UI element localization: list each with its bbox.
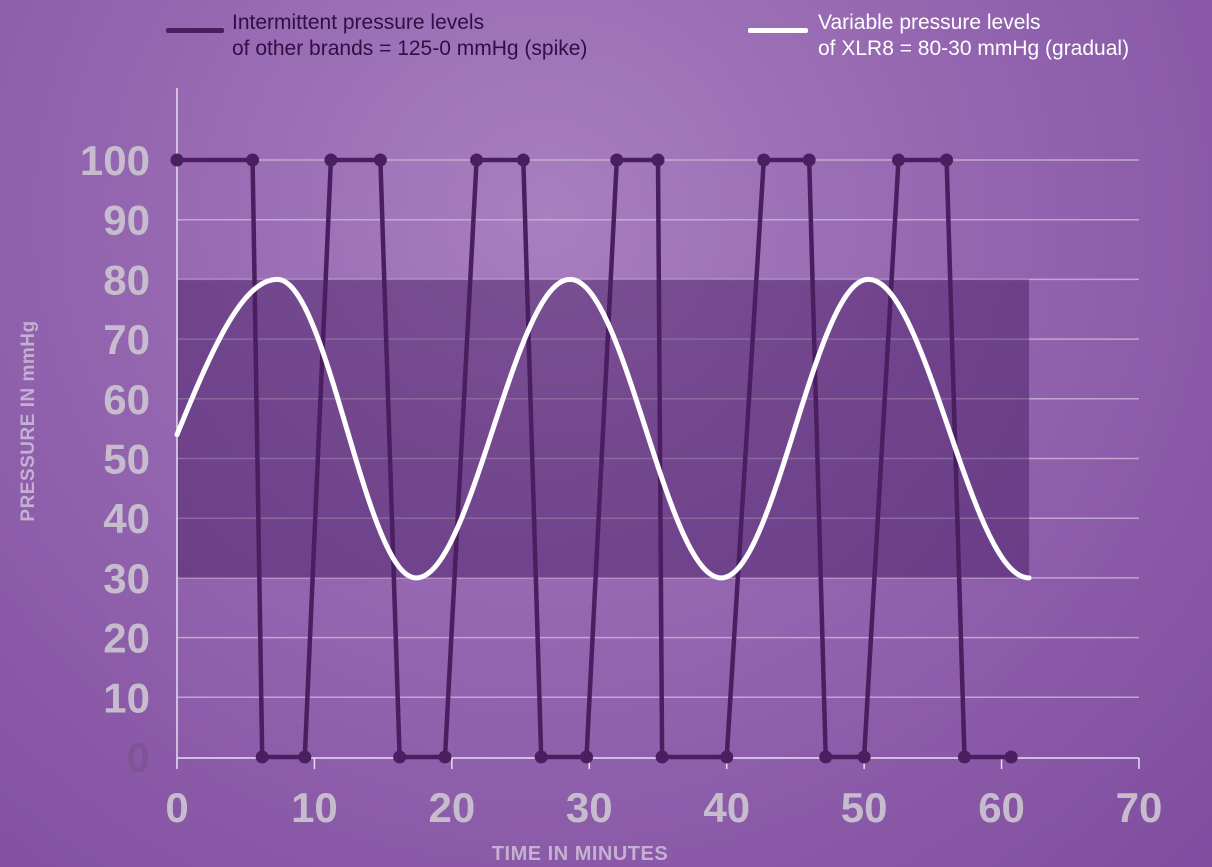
spike-point (819, 750, 833, 764)
spike-point (534, 750, 548, 764)
spike-point (246, 153, 260, 167)
x-tick-label: 20 (428, 784, 475, 831)
y-tick-labels: 0 10 20 30 40 50 60 70 80 90 100 (80, 137, 150, 781)
legend-intermittent-line1: Intermittent pressure levels (232, 11, 485, 34)
spike-point (516, 153, 530, 167)
y-tick-label: 20 (103, 615, 150, 662)
spike-point (324, 153, 338, 167)
x-tick-label: 0 (165, 784, 188, 831)
legend-swatch-variable (748, 28, 808, 33)
spike-point (802, 153, 816, 167)
y-tick-label: 60 (103, 376, 150, 423)
series-variable (174, 276, 1032, 581)
legend-variable-line2: of XLR8 = 80-30 mmHg (gradual) (818, 37, 1130, 60)
spike-point (957, 750, 971, 764)
y-tick-label: 10 (103, 674, 150, 721)
spike-point (651, 153, 665, 167)
spike-point (655, 750, 669, 764)
x-tick-label: 50 (841, 784, 888, 831)
legend-swatch-intermittent (166, 28, 224, 33)
spike-line (177, 157, 1012, 760)
smooth-line (174, 276, 1032, 581)
y-axis-title: PRESSURE IN mmHg (18, 320, 39, 522)
legend-label-intermittent: Intermittent pressure levels of other br… (232, 10, 692, 62)
x-tick-label: 40 (703, 784, 750, 831)
y-tick-label: 30 (103, 555, 150, 602)
legend-label-variable: Variable pressure levels of XLR8 = 80-30… (818, 10, 1212, 62)
y-tick-label: 90 (103, 197, 150, 244)
y-tick-label: 100 (80, 137, 150, 184)
y-tick-label: 0 (127, 734, 150, 781)
spike-point (1004, 750, 1018, 764)
x-tick-label: 30 (566, 784, 613, 831)
x-tick-label: 10 (291, 784, 338, 831)
x-axis-title: TIME IN MINUTES (491, 843, 669, 865)
x-tick-labels: 0 10 20 30 40 50 60 70 (165, 784, 1162, 831)
x-tick-label: 60 (978, 784, 1025, 831)
spike-point (170, 153, 184, 167)
series-intermittent (170, 153, 1018, 764)
legend-intermittent-line2: of other brands = 125-0 mmHg (spike) (232, 37, 588, 60)
spike-point (857, 750, 871, 764)
spike-point (373, 153, 387, 167)
spike-point (720, 750, 734, 764)
spike-point (580, 750, 594, 764)
spike-point (757, 153, 771, 167)
spike-point (438, 750, 452, 764)
spike-point (298, 750, 312, 764)
y-tick-label: 40 (103, 495, 150, 542)
legend-variable-line1: Variable pressure levels (818, 11, 1041, 34)
spike-point (892, 153, 905, 167)
x-tick-label: 70 (1116, 784, 1163, 831)
spike-point (610, 153, 624, 167)
spike-point (255, 750, 269, 764)
y-tick-label: 70 (103, 316, 150, 363)
spike-point (470, 153, 484, 167)
y-tick-label: 50 (103, 436, 150, 483)
y-tick-label: 80 (103, 256, 150, 303)
spike-point (940, 153, 954, 167)
spike-point (393, 750, 407, 764)
